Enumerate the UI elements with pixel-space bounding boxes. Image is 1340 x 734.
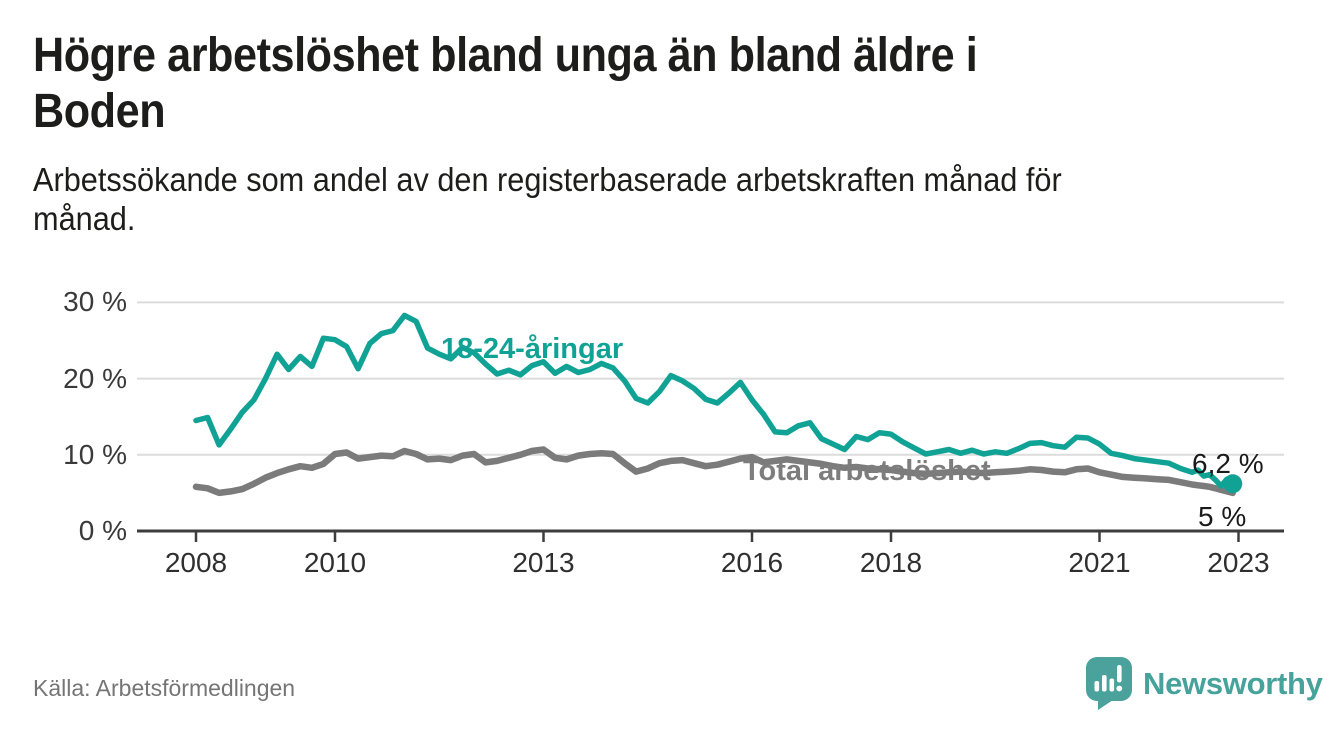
speech-bubble-bar-chart-icon xyxy=(1086,657,1132,710)
series-line-young xyxy=(193,312,1236,489)
page-title-line-2: Boden xyxy=(33,85,166,138)
page-subtitle-line-2: månad. xyxy=(33,200,136,237)
source-note: Källa: Arbetsförmedlingen xyxy=(33,675,296,701)
y-axis-tick-label-20: 20 % xyxy=(63,362,127,394)
page-title: Högre arbetslöshet bland unga än bland ä… xyxy=(33,28,1082,140)
x-axis-tick-label-2023: 2023 xyxy=(1207,547,1270,578)
y-axis-tick-label-10: 10 % xyxy=(63,438,127,470)
newsworthy-logo: Newsworthy xyxy=(1085,656,1323,711)
end-point-marker-young xyxy=(1223,474,1243,494)
newsworthy-logo-text: Newsworthy xyxy=(1143,665,1323,701)
x-axis-tick-label-2013: 2013 xyxy=(512,547,575,578)
y-axis-tick-label-30: 30 % xyxy=(63,286,127,318)
page-title-line-1: Högre arbetslöshet bland unga än bland ä… xyxy=(33,29,978,82)
series-line-total xyxy=(192,446,1236,497)
series-label-young: 18-24-åringar xyxy=(441,333,624,365)
page-subtitle-line-1: Arbetssökande som andel av den registerb… xyxy=(33,161,1062,198)
end-value-label-total: 5 % xyxy=(1198,501,1247,532)
series-label-total: Total arbetslöshet xyxy=(743,455,991,487)
page-subtitle: Arbetssökande som andel av den registerb… xyxy=(33,160,1139,238)
end-value-label-young: 6,2 % xyxy=(1192,448,1264,479)
x-axis-tick-label-2021: 2021 xyxy=(1068,547,1131,578)
y-axis-tick-label-0: 0 % xyxy=(78,515,127,546)
x-axis-tick-label-2008: 2008 xyxy=(164,547,228,578)
x-axis-tick-label-2018: 2018 xyxy=(859,547,923,578)
x-axis-tick-label-2016: 2016 xyxy=(720,547,784,578)
x-axis-tick-label-2010: 2010 xyxy=(303,547,367,578)
